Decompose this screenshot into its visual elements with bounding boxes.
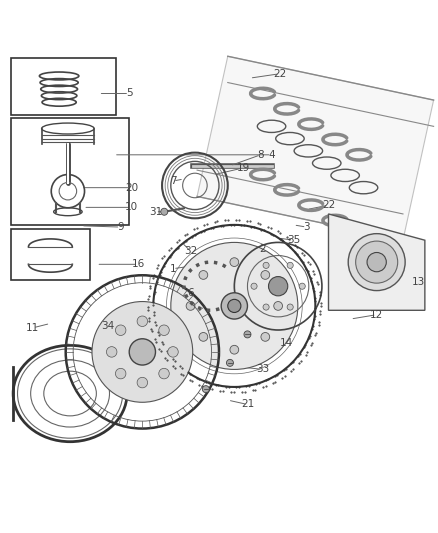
Circle shape: [137, 377, 148, 388]
Circle shape: [137, 316, 148, 327]
Text: 35: 35: [287, 235, 300, 245]
Circle shape: [367, 253, 386, 272]
Text: 33: 33: [256, 365, 269, 374]
Circle shape: [244, 331, 251, 338]
Text: 12: 12: [370, 310, 383, 320]
Circle shape: [287, 304, 293, 310]
Circle shape: [168, 346, 178, 357]
Text: 32: 32: [184, 246, 197, 256]
Circle shape: [116, 325, 126, 335]
Circle shape: [116, 368, 126, 379]
Circle shape: [226, 359, 233, 366]
Circle shape: [261, 333, 270, 341]
Circle shape: [261, 271, 270, 279]
Text: 6: 6: [187, 288, 194, 298]
Bar: [11, 118, 129, 225]
Circle shape: [230, 345, 239, 354]
Circle shape: [129, 339, 155, 365]
Circle shape: [228, 300, 241, 312]
Text: 16: 16: [131, 260, 145, 269]
Text: 4: 4: [268, 150, 275, 160]
Text: 14: 14: [280, 338, 293, 348]
Circle shape: [186, 302, 195, 310]
Text: 2: 2: [259, 244, 266, 254]
Circle shape: [92, 302, 193, 402]
Text: 1: 1: [170, 264, 177, 273]
Circle shape: [263, 262, 269, 269]
Polygon shape: [197, 56, 434, 240]
Circle shape: [274, 302, 283, 310]
Circle shape: [199, 333, 208, 341]
Text: 31: 31: [149, 207, 162, 217]
Circle shape: [287, 262, 293, 269]
Text: 5: 5: [126, 88, 133, 99]
Bar: [11, 59, 116, 115]
Circle shape: [199, 271, 208, 279]
Circle shape: [161, 208, 168, 215]
Circle shape: [106, 346, 117, 357]
Text: 22: 22: [273, 69, 286, 79]
Text: 11: 11: [26, 323, 39, 333]
Circle shape: [171, 243, 298, 369]
Circle shape: [268, 277, 288, 296]
Text: 20: 20: [125, 183, 138, 192]
Circle shape: [251, 283, 257, 289]
Text: 13: 13: [412, 277, 425, 287]
Circle shape: [159, 325, 169, 335]
Text: 19: 19: [237, 163, 250, 173]
Bar: [11, 229, 90, 280]
Circle shape: [202, 386, 209, 393]
Circle shape: [263, 304, 269, 310]
Text: 8: 8: [257, 150, 264, 160]
Text: 7: 7: [170, 176, 177, 186]
Circle shape: [159, 368, 169, 379]
Polygon shape: [328, 214, 425, 310]
Text: 22: 22: [322, 200, 335, 210]
Circle shape: [348, 233, 405, 290]
Circle shape: [356, 241, 398, 283]
Text: 3: 3: [303, 222, 310, 232]
Circle shape: [299, 283, 305, 289]
Text: 21: 21: [241, 399, 254, 409]
Text: 9: 9: [117, 222, 124, 232]
Text: 10: 10: [125, 203, 138, 212]
Circle shape: [230, 258, 239, 266]
Circle shape: [221, 293, 247, 319]
Text: 34: 34: [101, 321, 114, 330]
